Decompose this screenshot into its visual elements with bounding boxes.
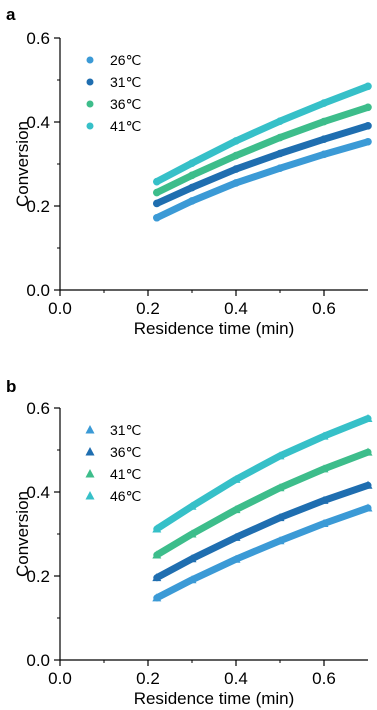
x-tick-label-a-0: 0.0 [48, 299, 72, 318]
legend-marker-b-2 [85, 469, 95, 478]
series-curve-a-2 [153, 103, 372, 197]
panel-label-b: b [6, 377, 16, 396]
data-point-b-0-2 [231, 554, 241, 563]
data-point-b-0-0 [152, 593, 162, 602]
data-point-b-2-2 [231, 505, 241, 514]
series-curve-a-1 [153, 122, 372, 207]
data-point-a-3-1 [188, 159, 196, 167]
y-tick-label-a-2: 0.4 [26, 113, 50, 132]
data-point-a-3-4 [320, 99, 328, 107]
data-point-a-3-2 [232, 137, 240, 145]
data-point-b-3-5 [363, 414, 373, 422]
data-point-a-3-0 [153, 177, 161, 186]
data-point-b-0-1 [187, 575, 197, 584]
data-point-a-1-0 [153, 199, 161, 208]
x-axis-label-b: Residence time (min) [134, 689, 295, 708]
data-point-b-0-3 [275, 536, 285, 545]
legend-marker-a-1 [86, 78, 94, 86]
data-point-a-1-5 [364, 121, 372, 130]
data-point-a-1-3 [276, 149, 284, 158]
panel-label-a: a [6, 5, 16, 24]
series-curve-a-0 [153, 138, 372, 222]
data-point-b-1-5 [363, 480, 373, 489]
y-tick-label-b-1: 0.2 [26, 567, 50, 586]
data-point-a-3-3 [276, 117, 284, 125]
series-curve-b-2 [153, 448, 372, 559]
legend-marker-b-1 [85, 447, 95, 456]
series-curve-b-1 [153, 481, 372, 582]
data-point-b-1-4 [319, 495, 329, 504]
x-tick-label-a-3: 0.6 [312, 299, 336, 318]
data-point-a-2-3 [276, 133, 284, 142]
data-point-b-3-4 [319, 431, 329, 440]
data-point-b-3-2 [231, 474, 241, 483]
data-point-a-2-2 [232, 151, 240, 160]
data-point-b-3-0 [152, 524, 162, 533]
y-tick-label-a-3: 0.6 [26, 29, 50, 48]
data-point-b-2-3 [275, 483, 285, 492]
series-curve-a-3 [153, 82, 372, 186]
y-tick-label-b-0: 0.0 [26, 651, 50, 670]
data-point-a-0-3 [276, 164, 284, 172]
series-curve-b-3 [153, 415, 372, 533]
data-point-b-1-1 [187, 554, 197, 563]
legend-label-a-3: 41℃ [110, 118, 141, 134]
data-point-b-1-0 [152, 573, 162, 582]
data-point-a-0-4 [320, 150, 328, 159]
data-point-a-2-5 [364, 103, 372, 112]
data-point-a-2-4 [320, 117, 328, 126]
data-point-b-3-3 [275, 451, 285, 460]
series-curve-b-0 [153, 504, 372, 602]
legend-marker-a-2 [86, 100, 94, 108]
legend-b: 31℃ 36℃ 41℃ 46℃ [85, 422, 141, 504]
legend-label-a-0: 26℃ [110, 52, 141, 68]
x-tick-label-b-1: 0.2 [136, 669, 160, 688]
x-tick-label-b-2: 0.4 [224, 669, 248, 688]
data-point-a-0-0 [153, 213, 161, 222]
x-tick-label-a-2: 0.4 [224, 299, 248, 318]
data-point-a-2-1 [188, 171, 196, 180]
data-point-a-1-1 [188, 183, 196, 192]
x-tick-label-b-3: 0.6 [312, 669, 336, 688]
legend-marker-b-0 [85, 425, 95, 434]
data-point-a-0-1 [188, 197, 196, 205]
data-point-b-1-2 [231, 532, 241, 541]
x-tick-label-a-1: 0.2 [136, 299, 160, 318]
y-axis-label-b: Conversion [13, 491, 32, 577]
data-point-a-1-4 [320, 135, 328, 144]
legend-label-a-1: 31℃ [110, 74, 141, 90]
legend-marker-a-3 [86, 122, 94, 130]
data-point-a-1-2 [232, 165, 240, 173]
legend-label-b-3: 46℃ [110, 488, 141, 504]
legend-marker-b-3 [85, 491, 95, 500]
y-tick-label-a-0: 0.0 [26, 281, 50, 300]
y-tick-label-b-2: 0.4 [26, 483, 50, 502]
chart-panel-b: b 0.0 0.2 0.4 0.6 0.0 0.2 0.4 0.6 Residence time … [6, 377, 373, 708]
data-point-b-2-1 [187, 529, 197, 538]
data-point-b-2-4 [319, 464, 329, 473]
y-tick-label-a-1: 0.2 [26, 197, 50, 216]
data-point-b-2-5 [363, 447, 373, 456]
legend-a: 26℃ 31℃ 36℃ 41℃ [86, 52, 141, 134]
data-point-b-1-3 [275, 513, 285, 522]
x-tick-label-b-0: 0.0 [48, 669, 72, 688]
data-point-b-3-1 [187, 501, 197, 510]
chart-panel-a: a 0.0 0.2 0.4 0.6 0.0 0.2 0.4 0.6 Residence time … [6, 5, 372, 338]
data-point-b-0-4 [319, 519, 329, 527]
legend-label-b-2: 41℃ [110, 466, 141, 482]
data-point-b-0-5 [363, 503, 373, 512]
data-point-a-0-2 [232, 179, 240, 187]
x-axis-label-a: Residence time (min) [134, 319, 295, 338]
data-point-b-2-0 [152, 550, 162, 559]
legend-label-b-0: 31℃ [110, 422, 141, 438]
y-axis-label-a: Conversion [13, 121, 32, 207]
data-point-a-3-5 [364, 82, 372, 91]
data-point-a-2-0 [153, 188, 161, 197]
y-tick-label-b-3: 0.6 [26, 399, 50, 418]
legend-label-a-2: 36℃ [110, 96, 141, 112]
legend-marker-a-0 [86, 56, 94, 64]
legend-label-b-1: 36℃ [110, 444, 141, 460]
data-point-a-0-5 [364, 137, 372, 146]
